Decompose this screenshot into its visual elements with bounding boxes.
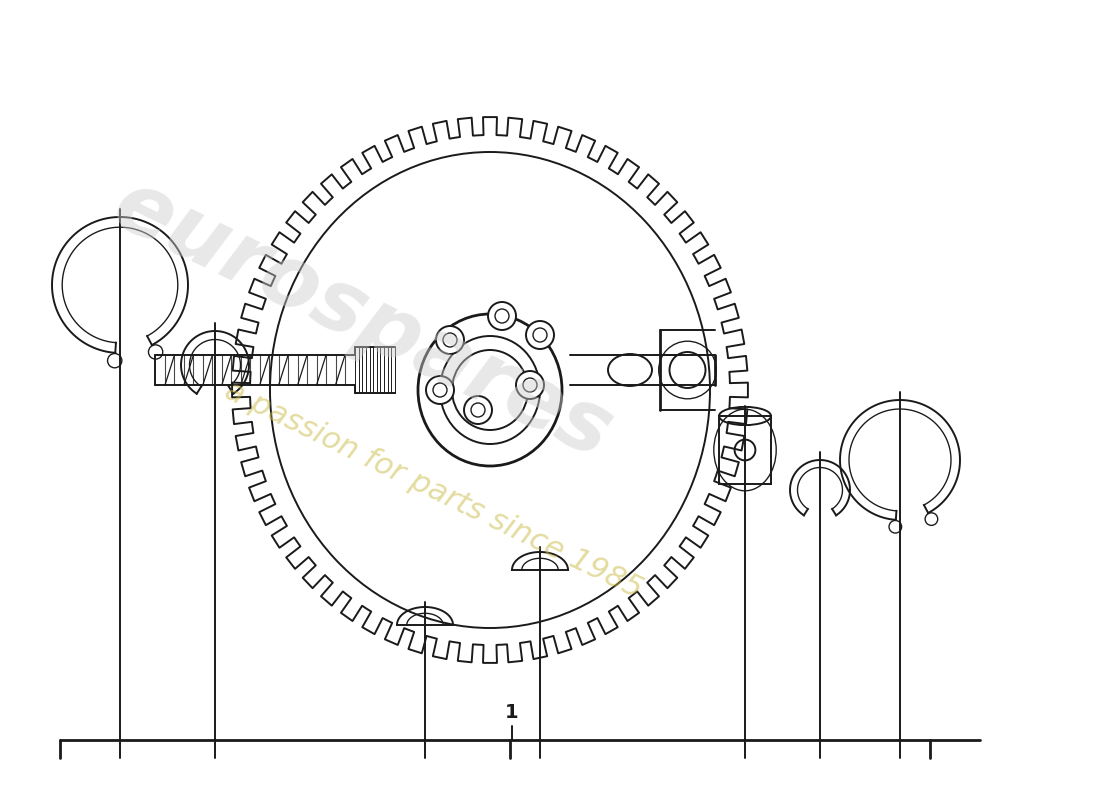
Circle shape [436, 326, 464, 354]
Circle shape [464, 396, 492, 424]
Text: eurospares: eurospares [100, 163, 626, 477]
Circle shape [516, 371, 544, 399]
Text: 1: 1 [505, 703, 519, 722]
Circle shape [426, 376, 454, 404]
Circle shape [488, 302, 516, 330]
Circle shape [526, 321, 554, 349]
Ellipse shape [719, 407, 771, 425]
Text: a passion for parts since 1985: a passion for parts since 1985 [220, 376, 647, 604]
